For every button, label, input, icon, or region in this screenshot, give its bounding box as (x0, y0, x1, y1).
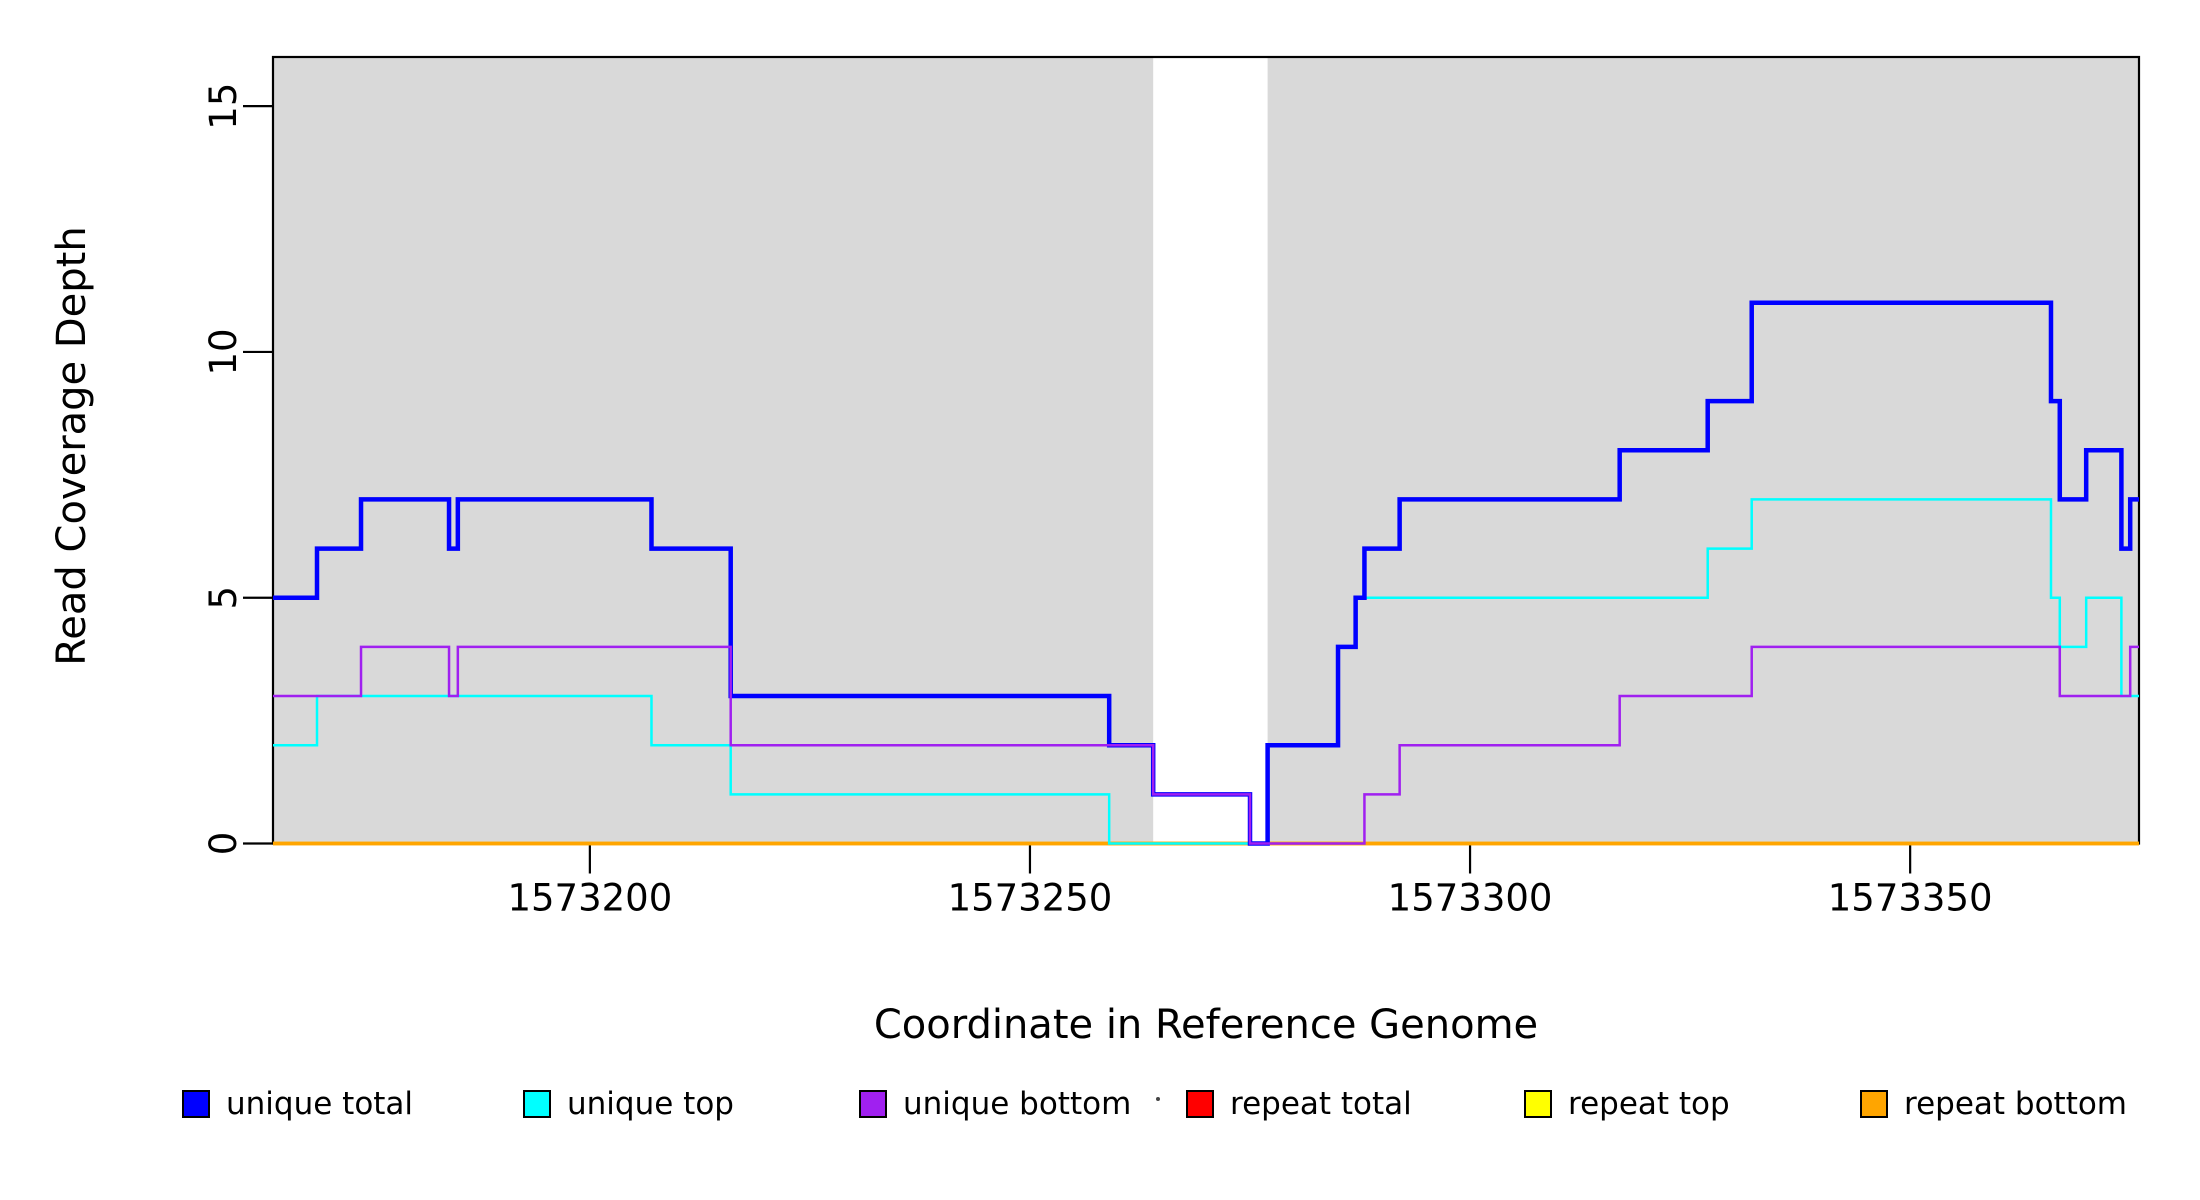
legend-swatch-unique-bottom (859, 1090, 887, 1118)
series-line-unique-total (273, 300, 2139, 846)
legend-item-repeat-top: repeat top (1524, 1086, 1730, 1122)
legend-swatch-unique-total (182, 1090, 210, 1118)
y-tick-label: 0 (202, 832, 245, 856)
legend-swatch-repeat-top (1524, 1090, 1552, 1118)
y-tick-label: 10 (202, 328, 245, 375)
legend-label: unique top (567, 1086, 734, 1122)
legend-item-unique-total: unique total (182, 1086, 413, 1122)
x-tick-label: 1573250 (948, 877, 1113, 920)
legend-item-unique-top: unique top (523, 1086, 734, 1122)
legend-item-repeat-total: repeat total (1186, 1086, 1412, 1122)
x-tick-label: 1573200 (507, 877, 672, 920)
shaded-region (273, 57, 1154, 844)
legend-swatch-repeat-total (1186, 1090, 1214, 1118)
legend-label: unique bottom (903, 1086, 1132, 1122)
x-tick-label: 1573350 (1828, 877, 1993, 920)
legend-swatch-repeat-bottom (1860, 1090, 1888, 1118)
y-tick-label: 5 (202, 586, 245, 610)
legend-label: repeat top (1568, 1086, 1730, 1122)
stray-dot (1156, 1097, 1160, 1101)
x-tick-label: 1573300 (1388, 877, 1553, 920)
x-axis-title: Coordinate in Reference Genome (873, 1002, 1539, 1048)
series-line-unique-bottom (273, 645, 2139, 845)
legend-item-unique-bottom: unique bottom (859, 1086, 1131, 1122)
legend-item-repeat-bottom: repeat bottom (1860, 1086, 2127, 1122)
y-tick-label: 15 (202, 83, 245, 130)
legend-label: unique total (226, 1086, 414, 1122)
y-axis-title: Read Coverage Depth (49, 226, 95, 666)
legend-label: repeat bottom (1904, 1086, 2128, 1122)
legend-swatch-unique-top (523, 1090, 551, 1118)
legend-label: repeat total (1230, 1086, 1412, 1122)
